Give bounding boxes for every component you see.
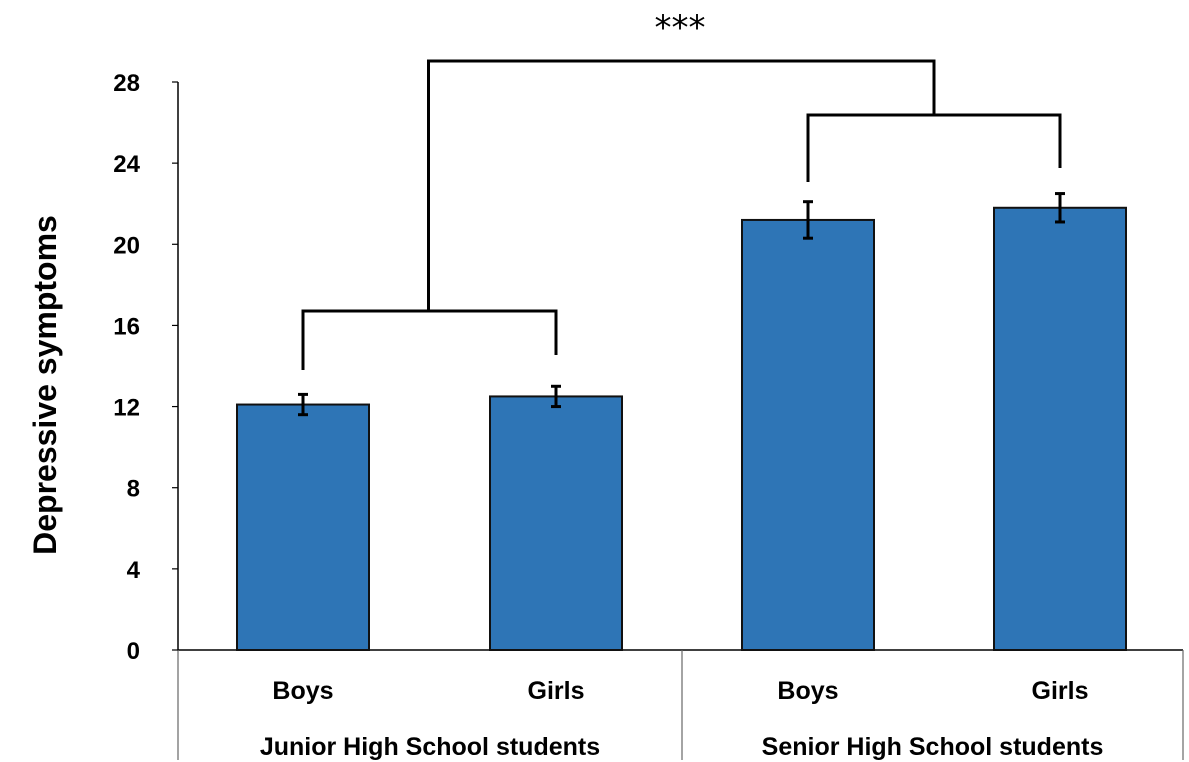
axis-labels: 0 4 8 12 16 20 24 28 Boys Girls Junior High School… <box>113 70 1103 761</box>
bars <box>236 206 1127 651</box>
bar-junior-girls <box>489 395 623 651</box>
y-tick-label: 24 <box>113 151 140 178</box>
bracket-overall <box>427 59 936 311</box>
bar-senior-boys <box>741 218 875 651</box>
x-group-label: Senior High School students <box>762 733 1104 761</box>
y-tick-label: 20 <box>113 232 140 259</box>
y-tick-label: 16 <box>113 313 140 340</box>
x-category-label: Girls <box>1032 677 1089 705</box>
x-category-label: Boys <box>777 677 838 705</box>
error-bar <box>551 384 561 409</box>
y-axis-label: Depressive symptoms <box>27 215 63 555</box>
bracket-senior <box>806 113 1062 182</box>
bar-junior-boys <box>236 403 370 651</box>
significance-brackets <box>301 59 1062 370</box>
y-tick-label: 8 <box>127 476 140 503</box>
error-bar <box>298 392 308 417</box>
significance-label: *** <box>655 8 706 48</box>
error-bar <box>1055 192 1065 224</box>
y-tick-label: 0 <box>127 638 140 665</box>
y-tick-label: 12 <box>113 395 140 422</box>
y-tick-label: 4 <box>127 557 141 584</box>
x-category-label: Boys <box>272 677 333 705</box>
bar-senior-girls <box>993 206 1127 651</box>
x-category-label: Girls <box>528 677 585 705</box>
error-bar <box>803 200 813 240</box>
error-bars <box>298 192 1065 417</box>
x-group-label: Junior High School students <box>260 733 600 761</box>
bracket-junior <box>301 309 558 370</box>
y-tick-label: 28 <box>113 70 140 97</box>
